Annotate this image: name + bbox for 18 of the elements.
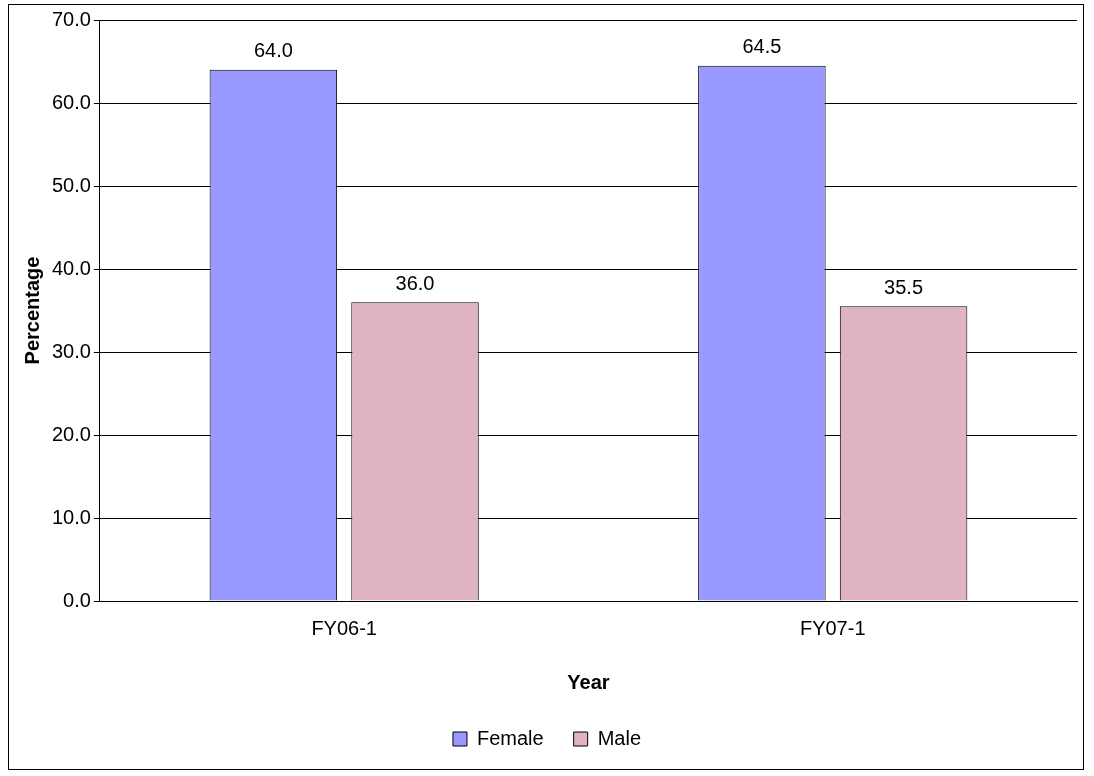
data-label: 35.5 <box>884 275 924 298</box>
x-tick-label: FY06-1 <box>311 616 377 639</box>
data-label: 64.0 <box>253 39 293 62</box>
y-tick-label: 40.0 <box>51 256 91 279</box>
y-tick-label: 60.0 <box>51 90 91 113</box>
y-axis-title: Percentage <box>20 256 43 365</box>
legend-label: Female <box>476 726 544 749</box>
y-tick-label: 0.0 <box>63 588 91 611</box>
x-axis-title: Year <box>567 670 610 693</box>
y-tick-label: 50.0 <box>51 173 91 196</box>
data-label: 64.5 <box>742 35 782 58</box>
x-tick-label: FY07-1 <box>799 616 866 639</box>
legend-label: Male <box>597 726 642 749</box>
y-tick-label: 10.0 <box>51 505 91 528</box>
y-tick-label: 30.0 <box>51 339 91 362</box>
data-label: 36.0 <box>395 271 435 294</box>
y-tick-label: 20.0 <box>51 422 91 445</box>
y-tick-label: 70.0 <box>51 7 91 30</box>
